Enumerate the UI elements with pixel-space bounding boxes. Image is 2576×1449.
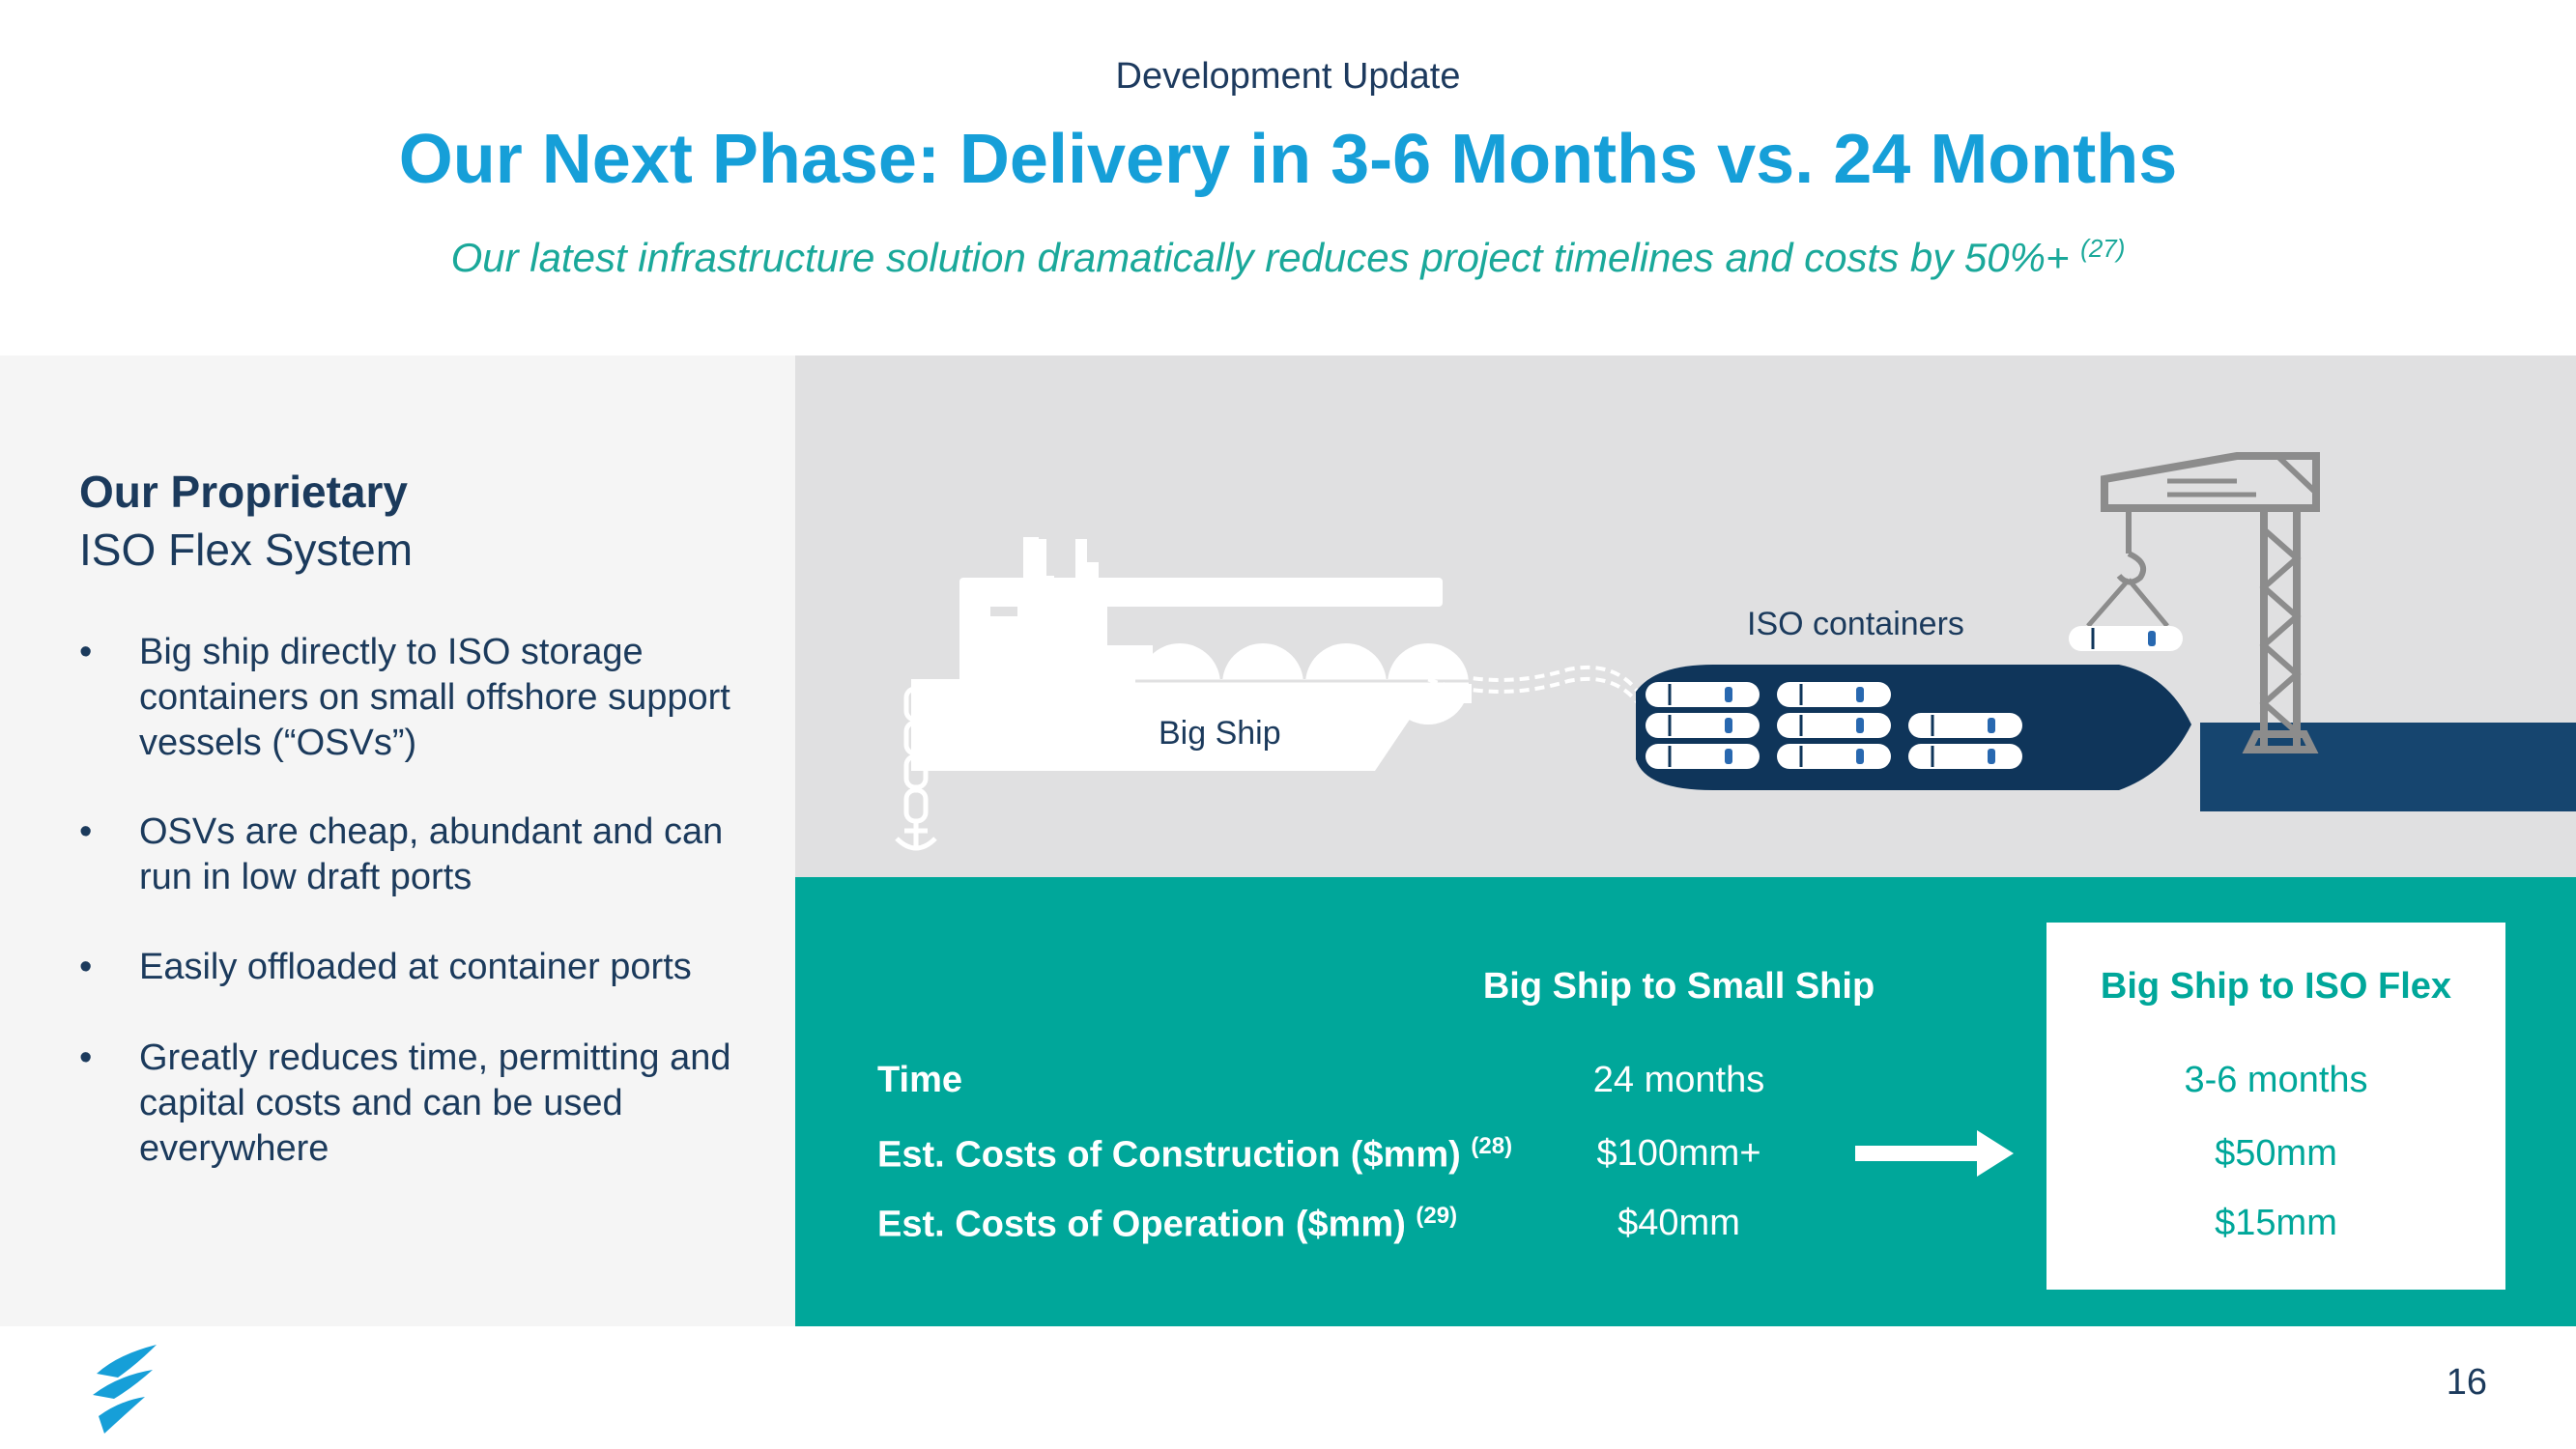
- bullet-dot: •: [79, 1037, 93, 1078]
- row-label-construction: Est. Costs of Construction ($mm) (28): [877, 1133, 1512, 1177]
- flame-logo-icon: [93, 1345, 157, 1434]
- bullet-text: Greatly reduces time, permitting and cap…: [139, 1037, 731, 1169]
- value-iso-construction: $50mm: [2215, 1133, 2337, 1174]
- subtitle-footnote: (27): [2080, 234, 2126, 263]
- column-header-small-ship: Big Ship to Small Ship: [1482, 966, 1875, 1007]
- bullet-text: Big ship directly to ISO storage contain…: [139, 632, 730, 763]
- page-subtitle: Our latest infrastructure solution drama…: [0, 234, 2576, 281]
- iso-containers-label: ISO containers: [1747, 606, 1964, 642]
- bullet-text: OSVs are cheap, abundant and can run in …: [139, 811, 724, 897]
- bullet-dot: •: [79, 811, 93, 852]
- row-label-text: Est. Costs of Operation ($mm): [877, 1204, 1406, 1245]
- row-label-text: Est. Costs of Construction ($mm): [877, 1134, 1461, 1176]
- bullet-item: • Greatly reduces time, permitting and c…: [79, 1036, 736, 1180]
- row-label-operation: Est. Costs of Operation ($mm) (29): [877, 1203, 1457, 1246]
- bullet-item: • Big ship directly to ISO storage conta…: [79, 630, 736, 775]
- bullet-dot: •: [79, 632, 93, 672]
- bullet-item: • OSVs are cheap, abundant and can run i…: [79, 810, 736, 906]
- panel-heading-light: ISO Flex System: [79, 525, 414, 575]
- column-header-iso-flex: Big Ship to ISO Flex: [2100, 966, 2452, 1007]
- value-iso-time: 3-6 months: [2184, 1060, 2368, 1100]
- value-small-operation: $40mm: [1617, 1203, 1740, 1243]
- transfer-illustration: Big Ship: [895, 452, 2576, 851]
- big-ship-label: Big Ship: [1159, 715, 1281, 752]
- section-eyebrow: Development Update: [1115, 56, 1461, 97]
- iso-container-icon: [2069, 626, 2183, 651]
- panel-heading-bold: Our Proprietary: [79, 467, 408, 517]
- crane-icon: [2086, 452, 2320, 753]
- subtitle-text: Our latest infrastructure solution drama…: [450, 235, 2070, 280]
- value-iso-operation: $15mm: [2215, 1203, 2337, 1243]
- row-footnote: (29): [1416, 1203, 1458, 1229]
- anchor-chain-icon: [895, 686, 937, 851]
- arrow-right-icon: [1855, 1130, 2014, 1177]
- bullet-item: • Easily offloaded at container ports: [79, 945, 736, 993]
- page-number: 16: [2446, 1362, 2487, 1403]
- left-panel: [0, 355, 795, 1326]
- bullet-text: Easily offloaded at container ports: [139, 947, 692, 987]
- row-footnote: (28): [1471, 1133, 1513, 1159]
- lng-ship-icon: [911, 537, 1472, 771]
- page-title: Our Next Phase: Delivery in 3-6 Months v…: [398, 121, 2178, 198]
- bullet-dot: •: [79, 947, 93, 987]
- iso-container-icon: [1646, 682, 2022, 769]
- value-small-time: 24 months: [1592, 1060, 1765, 1100]
- iso-flex-highlight-box: [2046, 923, 2505, 1290]
- illustration-panel: Big Ship: [795, 355, 2576, 877]
- value-small-construction: $100mm+: [1596, 1133, 1761, 1174]
- row-label-time: Time: [877, 1060, 962, 1101]
- row-label-text: Time: [877, 1060, 963, 1100]
